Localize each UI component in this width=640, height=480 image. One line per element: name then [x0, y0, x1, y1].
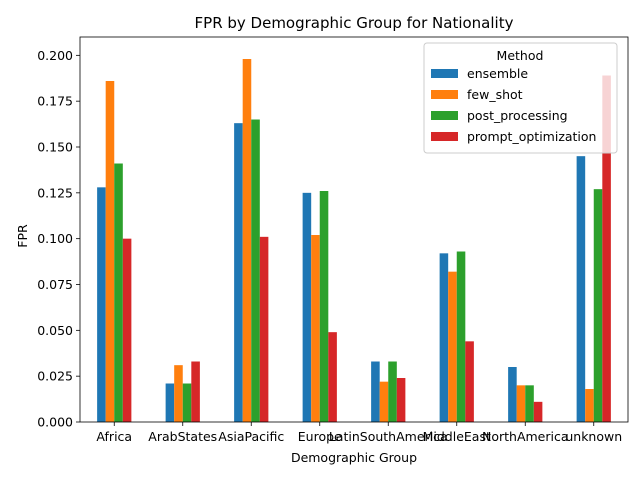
legend-swatch-few_shot [431, 90, 458, 99]
bar-ensemble-unknown [576, 156, 586, 422]
bar-ensemble-Europe [302, 192, 312, 422]
bar-post_processing-unknown [593, 189, 603, 422]
y-tick-label: 0.150 [37, 140, 73, 155]
legend-label-ensemble: ensemble [467, 66, 528, 81]
bar-ensemble-Africa [97, 187, 106, 422]
y-axis-label: FPR [15, 224, 30, 248]
x-tick-label: AsiaPacific [218, 429, 284, 444]
y-tick-label: 0.075 [37, 277, 73, 292]
y-tick-label: 0.000 [37, 415, 73, 430]
bar-few_shot-Africa [105, 81, 115, 422]
bar-ensemble-MiddleEast [439, 253, 449, 422]
x-axis: Africa ArabStates AsiaPacific EuropeLatinSo… [96, 422, 622, 444]
x-tick-label: LatinSouthAmerica [329, 429, 448, 444]
bar-prompt_optimization-AsiaPacific [259, 236, 269, 422]
bar-post_processing-MiddleEast [456, 251, 466, 422]
x-tick-label: Europe [298, 429, 342, 444]
legend-items: ensemble few_shot post_processing prompt_op… [431, 66, 596, 144]
bar-ensemble-LatinSouthAmerica [371, 361, 380, 422]
y-axis: 0.000 0.025 0.050 0.075 0.100 0.125 0.150 0.175… [37, 48, 80, 430]
legend-label-prompt_optimization: prompt_optimization [467, 129, 596, 144]
bars-layer [97, 59, 611, 423]
bar-post_processing-LatinSouthAmerica [388, 361, 397, 422]
bar-few_shot-AsiaPacific [242, 59, 252, 422]
bar-ensemble-NorthAmerica [508, 367, 517, 422]
bar-post_processing-Europe [319, 191, 329, 422]
bar-few_shot-Europe [311, 235, 320, 422]
bar-prompt_optimization-LatinSouthAmerica [396, 378, 406, 422]
bar-post_processing-ArabStates [182, 383, 192, 422]
bar-post_processing-AsiaPacific [251, 119, 260, 422]
bar-few_shot-LatinSouthAmerica [379, 381, 389, 422]
bar-prompt_optimization-MiddleEast [465, 341, 474, 422]
legend-label-few_shot: few_shot [467, 87, 523, 102]
y-tick-label: 0.025 [37, 369, 73, 384]
x-tick-label: NorthAmerica [482, 429, 569, 444]
legend: Method ensemble few_shot post_processingpr… [423, 42, 618, 154]
legend-box [423, 42, 618, 154]
y-tick-label: 0.100 [37, 231, 73, 246]
y-tick-label: 0.050 [37, 323, 73, 338]
plot-frame [79, 36, 629, 423]
x-tick-label: MiddleEast [423, 429, 491, 444]
bar-prompt_optimization-unknown [602, 75, 611, 422]
x-tick-label: unknown [565, 429, 622, 444]
bar-prompt_optimization-ArabStates [191, 361, 200, 422]
bar-few_shot-NorthAmerica [516, 385, 526, 422]
chart-title: FPR by Demographic Group for Nationality [195, 14, 514, 32]
bar-post_processing-Africa [114, 163, 123, 422]
bar-prompt_optimization-Africa [122, 238, 132, 422]
y-tick-label: 0.125 [37, 185, 73, 200]
bar-ensemble-ArabStates [165, 383, 175, 422]
x-tick-label: ArabStates [148, 429, 217, 444]
bar-prompt_optimization-NorthAmerica [533, 401, 543, 422]
bar-few_shot-ArabStates [174, 365, 183, 422]
bar-ensemble-AsiaPacific [234, 123, 243, 423]
legend-swatch-post_processing [431, 111, 458, 120]
bar-few_shot-unknown [585, 389, 594, 422]
legend-label-post_processing: post_processing [467, 108, 568, 123]
legend-swatch-ensemble [431, 69, 458, 78]
legend-swatch-prompt_optimization [431, 132, 458, 141]
bar-few_shot-MiddleEast [448, 271, 457, 422]
bar-post_processing-NorthAmerica [525, 385, 534, 422]
x-tick-label: Africa [96, 429, 132, 444]
legend-title: Method [497, 48, 544, 63]
y-tick-label: 0.175 [37, 94, 73, 109]
x-axis-label: Demographic Group [291, 450, 417, 465]
y-tick-label: 0.200 [37, 48, 73, 63]
bar-prompt_optimization-Europe [328, 332, 337, 422]
